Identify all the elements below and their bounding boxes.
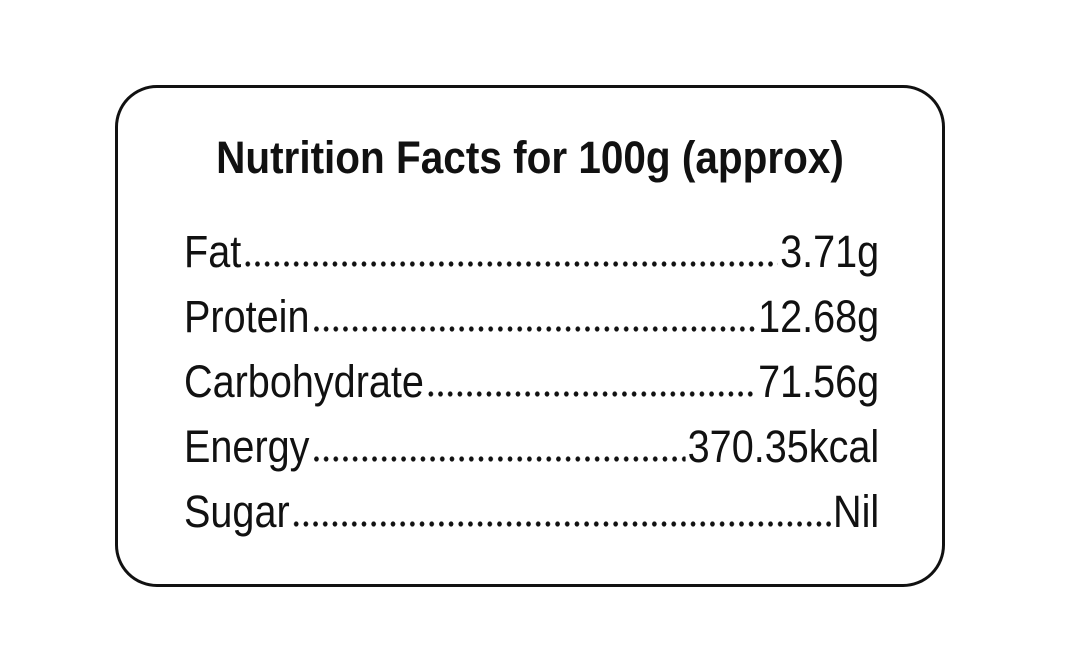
leader-dots [311,456,686,462]
nutrient-name: Carbohydrate [184,356,424,407]
nutrient-row: Fat 3.71g [184,226,879,291]
nutrient-amount: 12.68g [758,291,880,342]
nutrient-row: Carbohydrate 71.56g [184,356,879,421]
nutrient-list: Fat 3.71g Protein 12.68g Carbohydrate 71.56g E… [184,226,879,551]
nutrient-amount: 71.56g [758,356,880,407]
nutrient-row: Protein 12.68g [184,291,879,356]
nutrient-name: Fat [184,226,242,277]
nutrient-name: Protein [184,291,310,342]
leader-dots [425,391,757,397]
leader-dots [242,261,779,267]
leader-dots [311,326,757,332]
nutrient-row: Energy 370.35kcal [184,421,879,486]
nutrient-amount: Nil [833,486,880,537]
nutrient-row: Sugar Nil [184,486,879,551]
nutrient-amount: 3.71g [780,226,880,277]
nutrition-label: Nutrition Facts for 100g (approx) Fat 3.7… [115,85,945,587]
nutrient-name: Sugar [184,486,290,537]
leader-dots [291,521,832,527]
nutrient-name: Energy [184,421,310,472]
label-title: Nutrition Facts for 100g (approx) [216,132,844,183]
nutrient-amount: 370.35kcal [687,421,880,472]
